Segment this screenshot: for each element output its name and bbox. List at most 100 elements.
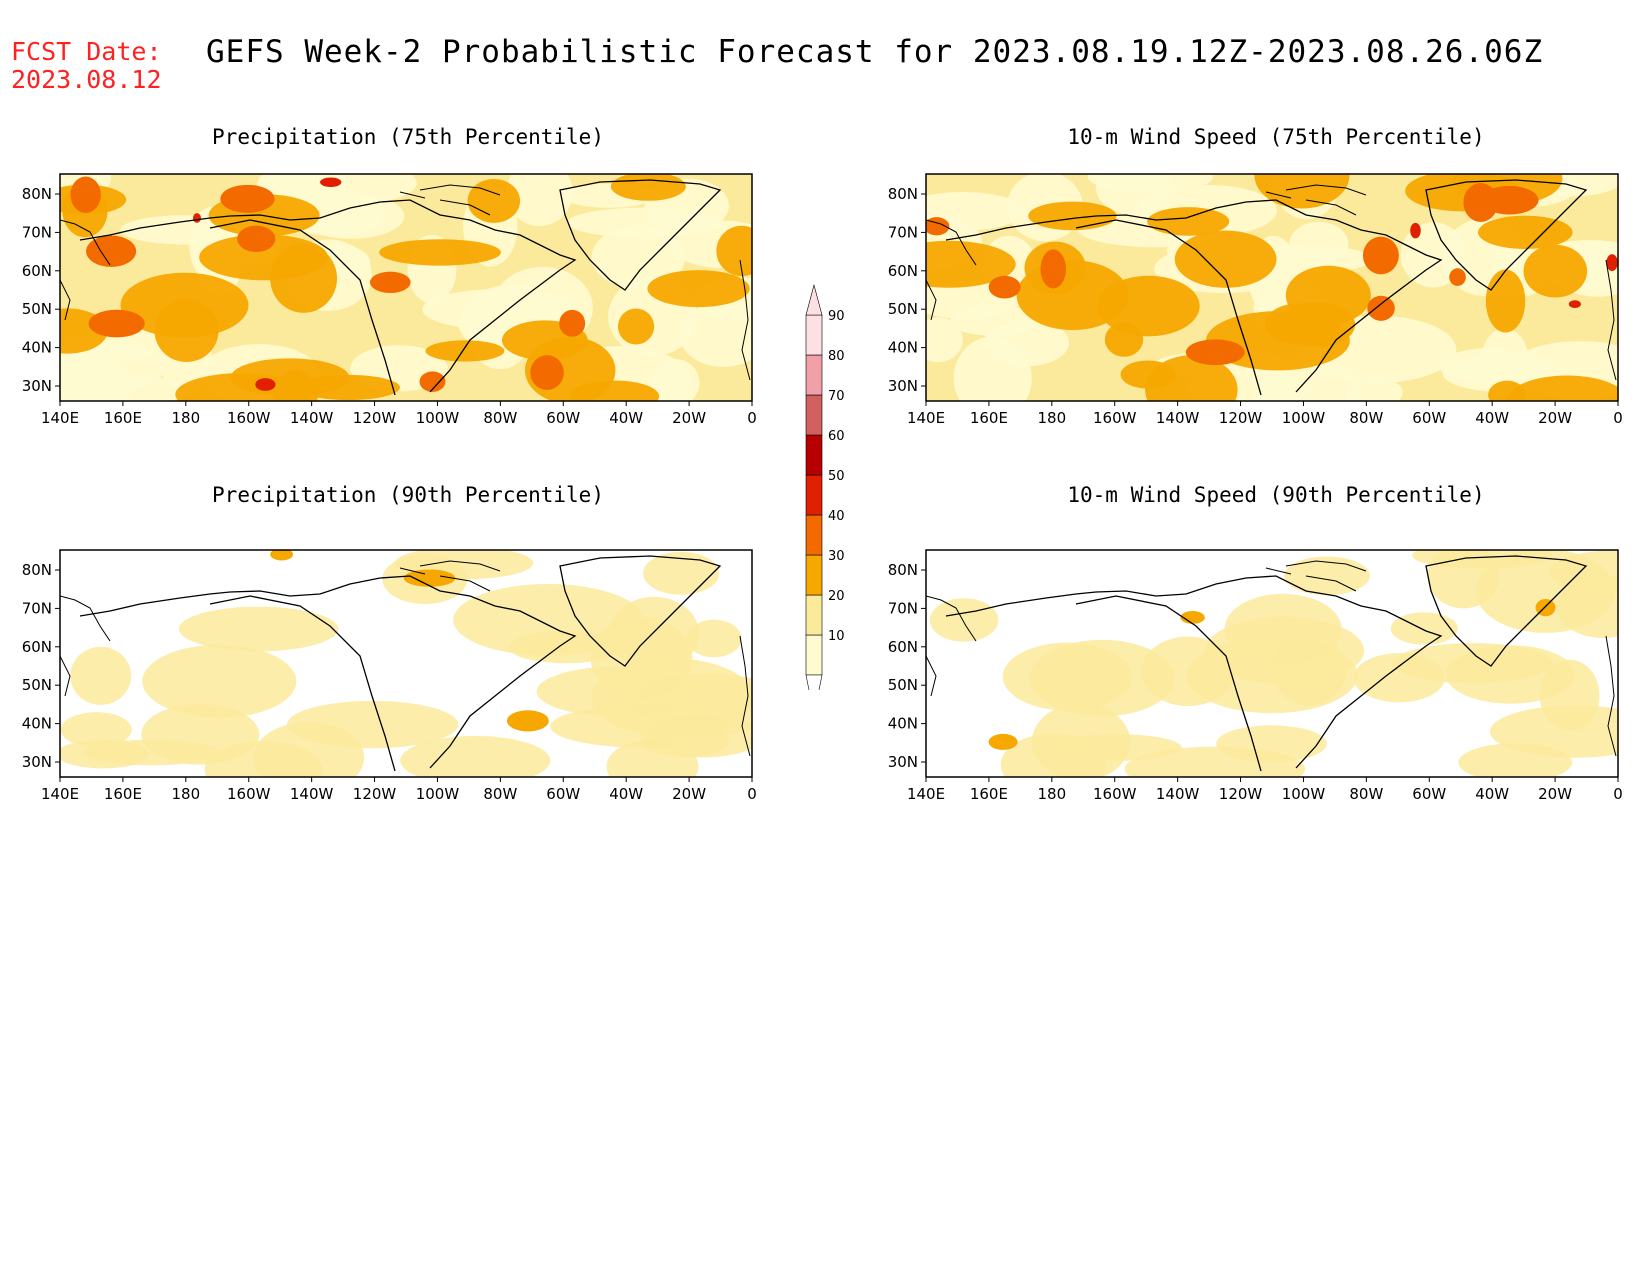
coastline-north-america: [945, 575, 1443, 772]
lat-label: 40N: [22, 339, 52, 357]
forecast-date-value: 2023.08.12: [11, 65, 162, 94]
lon-label: 140W: [1156, 785, 1200, 803]
lat-label: 80N: [22, 561, 52, 579]
lon-label: 40W: [609, 409, 643, 427]
shade-blob-mid: [1174, 230, 1277, 288]
lon-label: 120W: [353, 785, 397, 803]
coastline-arctic-islands: [1265, 184, 1367, 216]
coastline-greenland: [559, 555, 722, 667]
coastline-north-america: [945, 199, 1443, 396]
lon-label: 20W: [1538, 785, 1572, 803]
lat-label: 70N: [22, 223, 52, 241]
coastline-north-america: [79, 575, 577, 772]
shade-blob-mid: [1180, 611, 1205, 624]
shade-blob-mid: [467, 178, 521, 223]
map-wind75: 80N 70N 60N 50N 40N 30N 140E 160E 180 160W 140W 120…: [888, 173, 1623, 427]
coastline-europe: [1605, 259, 1617, 381]
shade-blob-high: [1040, 249, 1067, 289]
shade-blob-low: [567, 207, 725, 238]
shade-blob-high: [1480, 185, 1539, 215]
coastline-asia: [926, 219, 977, 321]
lon-label: 160W: [1093, 785, 1137, 803]
shade-blob-mid: [610, 174, 686, 201]
lon-label: 180: [171, 785, 200, 803]
lat-label: 40N: [888, 715, 918, 733]
colorbar-label: 90: [828, 309, 845, 324]
shading-layer: [926, 550, 1618, 777]
map-frame: [925, 173, 1619, 402]
colorbar-legend: 10 20 30 40 50 60 70 80 90: [805, 283, 845, 690]
lon-label: 80W: [1349, 409, 1383, 427]
lon-label: 60W: [1412, 785, 1446, 803]
colorbar-label: 50: [828, 469, 845, 484]
lat-label: 30N: [22, 377, 52, 395]
lon-label: 0: [1613, 785, 1623, 803]
coastline-greenland: [559, 179, 722, 291]
lon-label: 160E: [970, 409, 1008, 427]
colorbar-segment: [805, 514, 823, 556]
main-title: GEFS Week-2 Probabilistic Forecast for 2…: [206, 34, 1544, 70]
shade-blob-low: [1412, 550, 1553, 569]
shade-blob-mid: [1523, 244, 1588, 298]
shading-layer: [926, 174, 1618, 401]
colorbar-segment: [805, 554, 823, 596]
shade-blob-peak: [1410, 222, 1421, 239]
shade-blob-mid: [230, 358, 350, 397]
shade-blob-low: [953, 336, 1032, 401]
lon-label: 120W: [1219, 785, 1263, 803]
shade-blob-high: [559, 309, 586, 337]
colorbar-segment: [805, 634, 823, 676]
colorbar-label: 30: [828, 549, 845, 564]
lat-label: 50N: [888, 300, 918, 318]
shade-blob-mid: [425, 340, 505, 362]
shade-blob-low: [1284, 556, 1370, 596]
shade-blob-mid: [1028, 201, 1117, 231]
colorbar-segment: [805, 434, 823, 476]
lon-label: 20W: [1538, 409, 1572, 427]
colorbar-label: 20: [828, 589, 845, 604]
lon-label: 40W: [1475, 785, 1509, 803]
lon-label: 40W: [609, 785, 643, 803]
coastline-europe: [739, 259, 751, 381]
colorbar-label: 70: [828, 389, 845, 404]
shade-blob-low: [60, 712, 132, 748]
shade-blob-high: [530, 355, 564, 390]
lon-label: 180: [171, 409, 200, 427]
map-frame: [59, 173, 753, 402]
lon-label: 180: [1037, 409, 1066, 427]
forecast-date-label: FCST Date:: [11, 37, 162, 66]
shade-blob-mid: [1506, 375, 1618, 401]
lon-label: 140E: [41, 785, 79, 803]
lat-label: 60N: [888, 262, 918, 280]
lon-label: 140E: [41, 409, 79, 427]
shade-blob-low: [60, 341, 166, 393]
shade-blob-low: [950, 305, 1038, 336]
shade-blob-low: [1141, 636, 1235, 707]
shade-blob-low: [1029, 639, 1175, 717]
colorbar-top-cap: [805, 283, 823, 316]
shade-blob-mid: [379, 239, 501, 266]
lat-label: 50N: [22, 300, 52, 318]
lat-label: 30N: [888, 377, 918, 395]
shade-blob-peak: [1568, 300, 1581, 309]
lon-label: 160E: [104, 785, 142, 803]
coastline-arctic-islands: [399, 184, 501, 216]
lon-label: 80W: [483, 785, 517, 803]
shade-blob-mid: [270, 243, 338, 313]
lat-label: 40N: [22, 715, 52, 733]
panel-title-wind75: 10-m Wind Speed (75th Percentile): [1067, 125, 1485, 149]
shade-blob-peak: [1606, 254, 1618, 272]
shading-layer: [60, 174, 752, 401]
lon-label: 100W: [416, 409, 460, 427]
shade-blob-peak: [192, 213, 201, 223]
shade-blob-low: [1289, 221, 1349, 268]
shade-blob-low: [686, 619, 742, 658]
lon-label: 80W: [1349, 785, 1383, 803]
colorbar-segment: [805, 594, 823, 636]
shade-blob-mid: [569, 380, 660, 401]
lon-label: 120W: [1219, 409, 1263, 427]
forecast-date: FCST Date: 2023.08.12: [11, 38, 162, 94]
shade-blob-high: [1185, 339, 1245, 366]
shade-blob-high: [369, 271, 411, 294]
shade-blob-low: [70, 646, 132, 705]
